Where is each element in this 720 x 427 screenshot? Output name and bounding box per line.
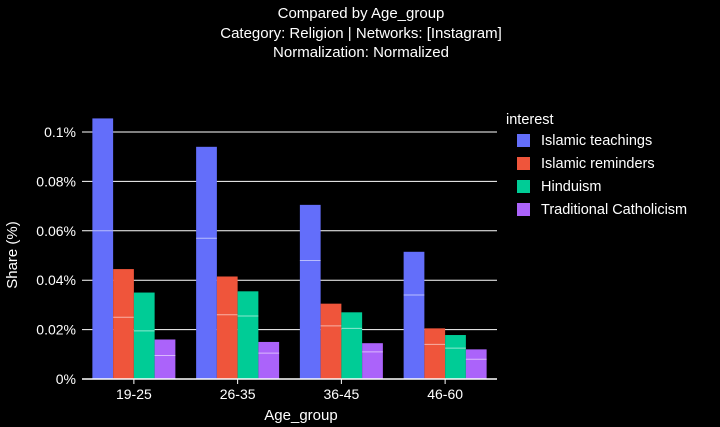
bar [320,303,342,379]
x-axis-label: Age_group [264,407,337,424]
y-tick-label: 0.04% [36,272,76,288]
bar [465,349,487,379]
bar [92,118,114,379]
legend-title: interest [506,112,554,128]
bar [237,291,259,379]
bar [154,339,176,379]
x-tick-label: 19-25 [116,386,152,402]
legend-swatch[interactable] [517,180,530,193]
legend-item-label[interactable]: Hinduism [541,179,601,195]
y-axis-label: Share (%) [4,221,21,289]
chart-title-line-2: Category: Religion | Networks: [Instagra… [220,25,502,42]
chart-title-line-3: Normalization: Normalized [273,44,449,61]
bar [403,251,425,379]
bar [341,312,363,379]
bars [92,118,487,379]
legend-swatch[interactable] [517,157,530,170]
y-axis-ticks: 0% 0.02% 0.04% 0.06% 0.08% 0.1% [36,124,76,387]
bar [445,335,466,379]
chart-title-line-1: Compared by Age_group [278,5,445,22]
bar [362,343,383,379]
y-tick-label: 0% [56,371,76,387]
legend-swatch[interactable] [517,134,530,147]
legend-item-label[interactable]: Islamic reminders [541,156,655,172]
x-tick-label: 26-35 [220,386,256,402]
bar [196,146,217,379]
bar [133,292,155,379]
legend-item-label[interactable]: Islamic teachings [541,133,652,149]
x-tick-label: 46-60 [427,386,463,402]
y-tick-label: 0.06% [36,223,76,239]
y-tick-label: 0.1% [44,124,76,140]
bar [216,276,238,379]
x-tick-label: 36-45 [323,386,359,402]
y-tick-label: 0.02% [36,322,76,338]
bar [299,204,321,379]
legend-item-label[interactable]: Traditional Catholicism [541,202,687,218]
legend-swatch[interactable] [517,203,530,216]
chart-title: Compared by Age_group Category: Religion… [220,5,502,61]
bar [424,328,446,379]
bar [113,269,134,379]
x-axis-ticks: 19-25 26-35 36-45 46-60 [116,379,463,402]
bar [258,341,280,379]
y-tick-label: 0.08% [36,173,76,189]
legend: interest Islamic teachings Islamic remind… [506,112,687,218]
